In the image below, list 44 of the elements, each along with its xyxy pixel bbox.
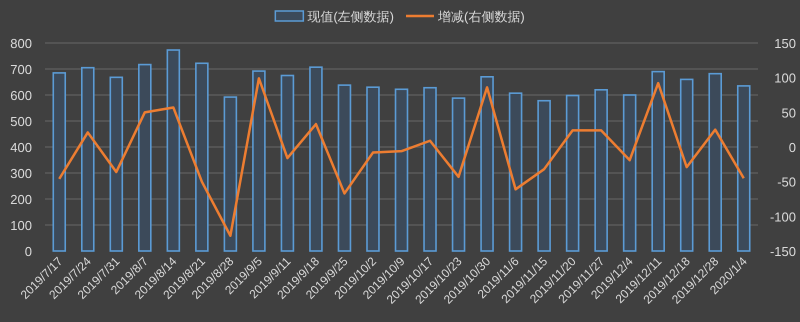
bar [338, 84, 352, 252]
bar [452, 97, 466, 252]
bar [566, 94, 580, 252]
y2-tick-label: 0 [788, 140, 796, 155]
y2-tick-label: -50 [777, 174, 796, 190]
bar [80, 66, 95, 252]
y-tick-label: 300 [10, 166, 32, 181]
bar [423, 86, 437, 252]
y-tick-label: 0 [24, 244, 32, 259]
y-tick-label: 800 [10, 36, 32, 51]
bar [537, 100, 551, 252]
bar [394, 88, 408, 252]
bar [195, 62, 209, 252]
bar [708, 72, 722, 252]
line-series [58, 77, 745, 237]
y-tick-label: 500 [10, 114, 32, 129]
bar [480, 76, 494, 252]
bar [680, 78, 694, 252]
bar [594, 89, 608, 252]
y-tick-label: 400 [10, 140, 32, 155]
y2-tick-label: 150 [774, 36, 796, 51]
bar [309, 66, 323, 252]
bar [622, 94, 636, 252]
bar [366, 86, 380, 252]
bar [651, 70, 665, 252]
y2-tick-label: -100 [770, 209, 796, 224]
bar [52, 72, 66, 252]
bar [138, 64, 152, 252]
y-tick-label: 100 [10, 218, 32, 233]
bar [252, 70, 266, 252]
y-tick-label: 600 [10, 88, 32, 103]
y-tick-label: 200 [10, 192, 32, 207]
bar [166, 49, 180, 252]
bar [110, 76, 124, 252]
y2-tick-label: 100 [774, 70, 796, 86]
y2-tick-label: -150 [770, 244, 796, 259]
y2-tick-label: 50 [782, 105, 796, 120]
bar [736, 85, 751, 252]
bar [280, 74, 294, 252]
bar [508, 92, 522, 252]
legend-label: 现值(左侧数据) [307, 9, 394, 24]
y-tick-label: 700 [10, 62, 32, 77]
bar [224, 96, 238, 252]
legend-label: 增减(右侧数据) [437, 9, 525, 24]
